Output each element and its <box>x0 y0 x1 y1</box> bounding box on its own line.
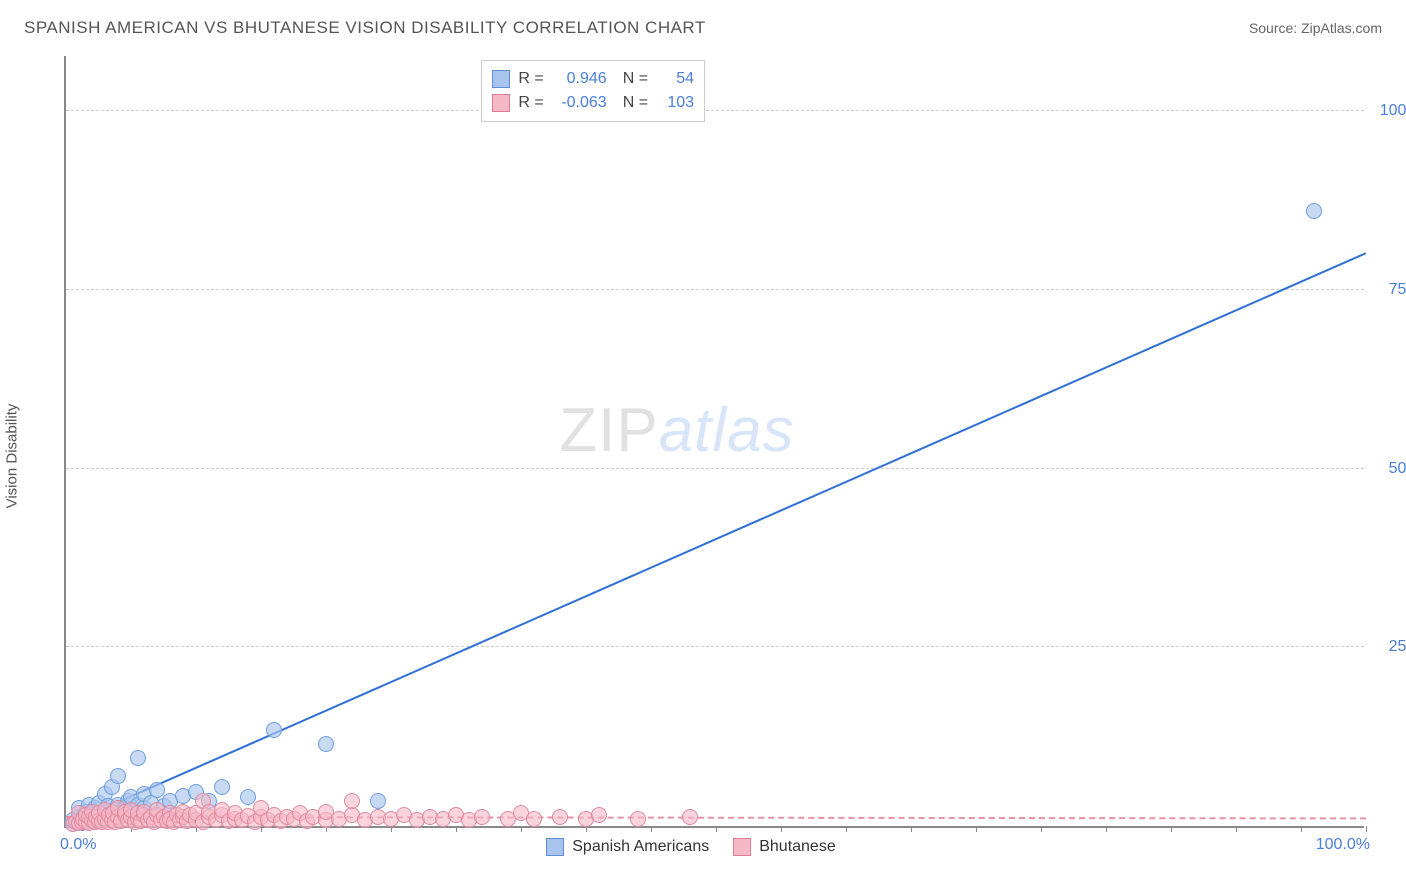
x-tick <box>456 826 457 832</box>
gridline <box>66 289 1364 290</box>
x-tick <box>1301 826 1302 832</box>
x-tick <box>586 826 587 832</box>
stats-row: R = 0.946 N = 54 <box>492 67 694 91</box>
legend-label: Spanish Americans <box>572 838 709 856</box>
legend-item: Bhutanese <box>733 838 836 856</box>
stats-n-value: 54 <box>656 67 694 91</box>
data-point-bhutanese <box>552 809 568 825</box>
header: SPANISH AMERICAN VS BHUTANESE VISION DIS… <box>0 0 1406 46</box>
x-tick <box>261 826 262 832</box>
legend: Spanish Americans Bhutanese <box>546 838 835 856</box>
stats-r-label: R = <box>518 67 543 91</box>
plot-area: ZIPatlas 25.0%50.0%75.0%100.0%0.0%100.0%… <box>64 56 1364 828</box>
gridline <box>66 110 1364 111</box>
y-axis-label: Vision Disability <box>4 404 21 509</box>
x-tick <box>1171 826 1172 832</box>
x-label-right: 100.0% <box>1316 836 1370 854</box>
y-tick-label: 100.0% <box>1374 102 1406 120</box>
data-point-spanish_americans <box>370 793 386 809</box>
chart-area: Vision Disability ZIPatlas 25.0%50.0%75.… <box>24 46 1382 866</box>
stats-row: R = -0.063 N = 103 <box>492 91 694 115</box>
source-name: ZipAtlas.com <box>1301 20 1382 36</box>
stats-r-value: -0.063 <box>552 91 607 115</box>
x-tick <box>391 826 392 832</box>
data-point-spanish_americans <box>1306 203 1322 219</box>
stats-n-value: 103 <box>656 91 694 115</box>
source: Source: ZipAtlas.com <box>1249 20 1382 36</box>
x-tick <box>1041 826 1042 832</box>
data-point-bhutanese <box>630 811 646 827</box>
watermark: ZIPatlas <box>559 395 794 466</box>
x-tick <box>521 826 522 832</box>
data-point-bhutanese <box>344 793 360 809</box>
legend-item: Spanish Americans <box>546 838 709 856</box>
x-tick <box>651 826 652 832</box>
stats-n-label: N = <box>623 91 648 115</box>
x-tick <box>911 826 912 832</box>
stats-swatch <box>492 94 510 112</box>
legend-label: Bhutanese <box>759 838 836 856</box>
stats-n-label: N = <box>623 67 648 91</box>
trend-line-spanish_americans <box>66 252 1367 826</box>
y-tick-label: 25.0% <box>1374 638 1406 656</box>
data-point-spanish_americans <box>266 722 282 738</box>
x-tick <box>1106 826 1107 832</box>
stats-swatch <box>492 70 510 88</box>
watermark-atlas: atlas <box>659 396 795 465</box>
data-point-spanish_americans <box>214 779 230 795</box>
data-point-bhutanese <box>591 807 607 823</box>
stats-r-value: 0.946 <box>552 67 607 91</box>
x-tick <box>1366 826 1367 832</box>
source-label: Source: <box>1249 20 1301 36</box>
data-point-bhutanese <box>682 809 698 825</box>
y-tick-label: 50.0% <box>1374 460 1406 478</box>
legend-swatch <box>733 838 751 856</box>
watermark-zip: ZIP <box>559 396 658 465</box>
x-tick <box>716 826 717 832</box>
data-point-bhutanese <box>474 809 490 825</box>
data-point-spanish_americans <box>130 750 146 766</box>
stats-r-label: R = <box>518 91 543 115</box>
chart-title: SPANISH AMERICAN VS BHUTANESE VISION DIS… <box>24 18 706 38</box>
data-point-spanish_americans <box>110 768 126 784</box>
y-tick-label: 75.0% <box>1374 281 1406 299</box>
data-point-bhutanese <box>526 811 542 827</box>
x-tick <box>781 826 782 832</box>
legend-swatch <box>546 838 564 856</box>
data-point-spanish_americans <box>318 736 334 752</box>
gridline <box>66 468 1364 469</box>
x-tick <box>1236 826 1237 832</box>
x-tick <box>976 826 977 832</box>
x-label-left: 0.0% <box>60 836 96 854</box>
gridline <box>66 646 1364 647</box>
stats-box: R = 0.946 N = 54 R = -0.063 N = 103 <box>481 60 705 122</box>
x-tick <box>846 826 847 832</box>
